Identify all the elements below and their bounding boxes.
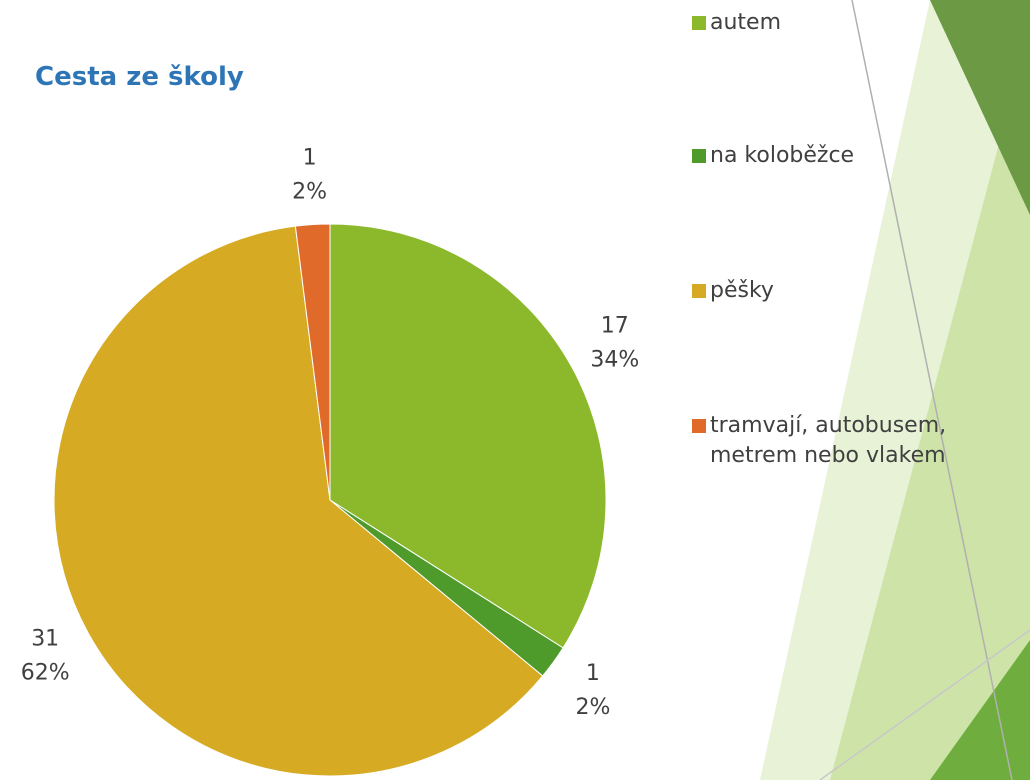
legend-label: pěšky: [710, 278, 774, 303]
legend-item: autem: [692, 8, 1022, 38]
legend-swatch: [692, 284, 706, 298]
legend-swatch: [692, 149, 706, 163]
percent-label: 62%: [21, 661, 70, 686]
chart-title: Cesta ze školy: [35, 62, 244, 92]
legend-item: pěšky: [692, 276, 1022, 306]
data-label: 31: [31, 627, 59, 652]
legend-swatch: [692, 419, 706, 433]
pie-slice: [294, 223, 331, 501]
legend-swatch: [692, 16, 706, 30]
legend-item: tramvají, autobusem, metrem nebo vlakem: [692, 411, 1022, 471]
data-label: 1: [303, 146, 317, 171]
data-label: 17: [601, 313, 629, 338]
legend-label: tramvají, autobusem, metrem nebo vlakem: [710, 413, 947, 468]
percent-label: 2%: [575, 695, 610, 720]
legend-label: autem: [710, 10, 782, 35]
percent-label: 34%: [590, 347, 639, 372]
pie-slice: [53, 225, 544, 777]
decoration: [760, 0, 1030, 780]
data-label: 1: [586, 661, 600, 686]
legend-label: na koloběžce: [710, 143, 855, 168]
percent-label: 2%: [292, 180, 327, 205]
legend-item: na koloběžce: [692, 141, 1022, 171]
pie-slice: [329, 223, 607, 649]
